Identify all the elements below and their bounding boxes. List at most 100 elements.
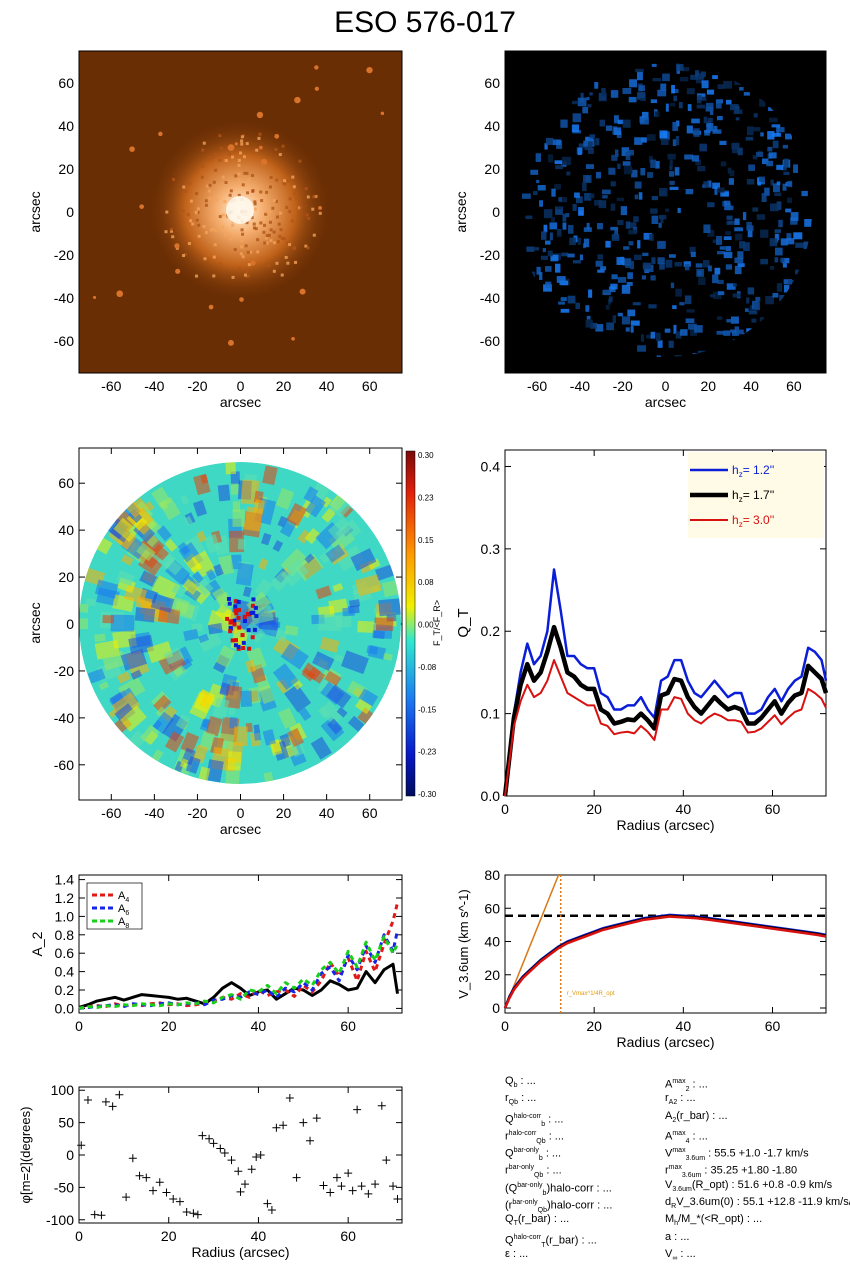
y-tick-label: 0.1 — [481, 706, 501, 722]
phase-point — [169, 1195, 178, 1204]
y-axis-label: A_2 — [29, 931, 45, 956]
ir-blob — [726, 220, 735, 225]
ir-blob — [686, 309, 695, 313]
ir-blob — [772, 140, 779, 149]
force-cell — [219, 682, 231, 696]
ir-blob — [725, 246, 731, 252]
force-cell — [130, 669, 143, 680]
ir-blob — [648, 155, 653, 163]
star-clump — [281, 144, 285, 148]
ir-blob — [725, 231, 732, 236]
force-cell — [366, 645, 379, 655]
star-clump — [212, 274, 216, 278]
star-clump — [233, 248, 237, 252]
ir-blob — [616, 197, 625, 202]
star-clump — [239, 151, 243, 155]
star-clump — [247, 178, 251, 182]
ir-blob — [584, 141, 593, 151]
y-tick-label: 0.3 — [481, 541, 501, 557]
parameter-symbol: V — [665, 1178, 673, 1191]
star-clump — [208, 197, 212, 201]
ir-blob — [533, 190, 538, 195]
force-cell — [383, 652, 393, 661]
star-clump — [265, 190, 269, 194]
ir-blob — [743, 242, 750, 252]
ir-blob — [650, 331, 656, 339]
star-clump — [279, 228, 283, 232]
force-cell — [205, 759, 224, 783]
ir-blob — [783, 158, 789, 168]
ir-blob — [640, 167, 646, 176]
x-axis-label: Radius (arcsec) — [616, 1034, 714, 1050]
y-tick-label: 0 — [492, 1000, 500, 1016]
star-clump — [288, 243, 292, 247]
force-cell — [319, 636, 340, 653]
ir-blob — [565, 213, 570, 218]
colorbar-label: F_T/<F_R> — [432, 600, 442, 646]
ir-blob — [617, 220, 624, 225]
ir-blob — [605, 125, 612, 131]
force-cell — [79, 618, 88, 630]
ir-blob — [732, 293, 741, 298]
ir-blob — [556, 206, 562, 210]
y-tick-label: -40 — [54, 290, 74, 306]
ir-blob — [685, 318, 695, 324]
ir-blob — [649, 233, 654, 241]
steep-rise-line — [504, 874, 560, 1009]
ir-blob — [634, 194, 639, 200]
ir-blob — [539, 200, 543, 207]
ir-blob — [655, 161, 660, 169]
star-clump — [245, 142, 249, 146]
parameter-value: (r_bar) : ... — [545, 1234, 597, 1247]
legend-entry: hz= 3.0'' — [732, 513, 774, 529]
ir-blob — [582, 106, 589, 114]
force-cell — [152, 711, 175, 735]
ir-blob — [558, 301, 566, 305]
parameter-value: /M_*(<R_opt) : ... — [678, 1213, 763, 1226]
star-clump — [195, 274, 199, 278]
star-clump — [247, 263, 251, 267]
star-clump — [219, 146, 223, 150]
colorbar-tick-label: -0.30 — [418, 790, 437, 799]
ir-blob — [683, 261, 691, 267]
center-cell — [236, 646, 241, 651]
ir-blob — [804, 219, 812, 227]
star-clump — [242, 155, 246, 159]
star-clump — [253, 202, 257, 206]
phase-point — [209, 1139, 218, 1148]
ir-blob — [642, 252, 649, 257]
field-source — [380, 111, 385, 116]
ir-blob — [738, 329, 744, 335]
ir-blob — [734, 227, 743, 232]
parameter-subscript: 4 — [685, 1137, 690, 1145]
star-clump — [311, 207, 315, 211]
ir-blob — [678, 101, 683, 109]
ir-blob — [540, 255, 549, 260]
ir-blob — [720, 191, 729, 197]
ir-blob — [695, 263, 703, 268]
ir-blob — [690, 251, 696, 258]
parameter-value: : ... — [677, 1247, 696, 1260]
phase-point — [382, 1156, 391, 1165]
force-cell — [120, 648, 148, 671]
force-cell — [207, 622, 223, 635]
x-tick-label: 20 — [276, 378, 292, 394]
ir-blob — [561, 252, 569, 257]
ir-blob — [664, 328, 671, 333]
ir-blob — [536, 266, 541, 275]
parameter-value: : ... — [677, 1092, 696, 1105]
star-clump — [249, 250, 253, 254]
force-cell — [348, 599, 361, 608]
legend-subscript: 6 — [125, 910, 129, 917]
x-tick-label: 60 — [786, 378, 802, 394]
parameter-row: (Qbar-onlyb)halo-corr : ... — [505, 1177, 612, 1197]
parameter-row: rhalo-corrQb : ... — [505, 1125, 612, 1145]
ir-blob — [622, 119, 631, 128]
force-cell — [94, 579, 119, 599]
ir-blob — [713, 125, 718, 132]
x-tick-label: 60 — [765, 801, 781, 817]
ir-blob — [577, 147, 582, 156]
ir-blob — [717, 316, 723, 320]
center-cell — [253, 605, 258, 610]
parameter-symbol: Q — [505, 1147, 514, 1160]
